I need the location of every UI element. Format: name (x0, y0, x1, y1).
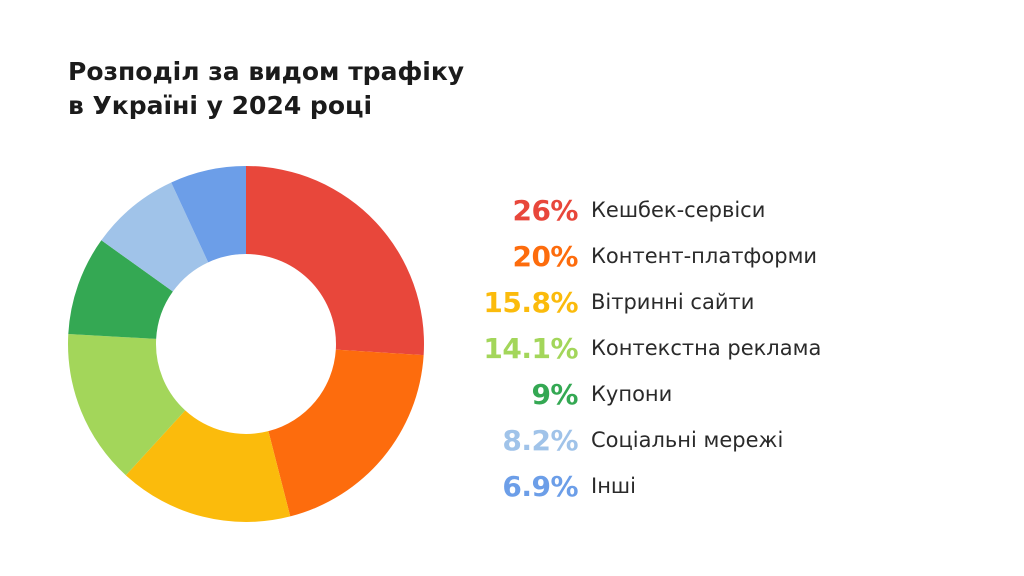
legend-value: 20% (512, 239, 578, 273)
legend-value: 14.1% (483, 331, 578, 365)
donut-slice-contextual-ads (67, 333, 186, 476)
legend-value: 8.2% (502, 423, 578, 457)
donut-slice-other (171, 166, 246, 263)
chart-title-line-2: в Україні у 2024 році (68, 91, 373, 120)
legend-value: 9% (531, 377, 578, 411)
donut-chart (67, 166, 424, 522)
legend-item-other: 6.9% Інші (470, 463, 1010, 509)
donut-slice-showcase-sites (125, 410, 291, 522)
legend-label: Вітринні сайти (591, 290, 755, 314)
chart-title-line-1: Розподіл за видом трафіку (68, 57, 465, 86)
legend-label: Контекстна реклама (591, 336, 822, 360)
donut-slice-social-networks (101, 182, 209, 292)
chart-title: Розподіл за видом трафіку в Україні у 20… (68, 55, 464, 123)
legend-value: 6.9% (502, 469, 578, 503)
legend-value: 15.8% (483, 285, 578, 319)
legend-label: Контент-платформи (591, 244, 818, 268)
legend-value: 26% (512, 193, 578, 227)
legend-label: Купони (591, 382, 673, 406)
legend-item-cashback-services: 26% Кешбек-сервіси (470, 187, 1010, 233)
legend-item-showcase-sites: 15.8% Вітринні сайти (470, 279, 1010, 325)
legend-label: Кешбек-сервіси (591, 198, 766, 222)
legend-item-coupons: 9% Купони (470, 371, 1010, 417)
chart-legend: 26% Кешбек-сервіси 20% Контент-платформи 15.… (470, 187, 1010, 509)
legend-label: Соціальні мережі (591, 428, 784, 452)
legend-item-social-networks: 8.2% Соціальні мережі (470, 417, 1010, 463)
donut-slice-content-platforms (268, 349, 424, 517)
legend-item-content-platforms: 20% Контент-платформи (470, 233, 1010, 279)
legend-item-contextual-ads: 14.1% Контекстна реклама (470, 325, 1010, 371)
legend-label: Інші (591, 474, 636, 498)
donut-slice-coupons (68, 240, 173, 339)
donut-slice-cashback-services (246, 166, 424, 356)
